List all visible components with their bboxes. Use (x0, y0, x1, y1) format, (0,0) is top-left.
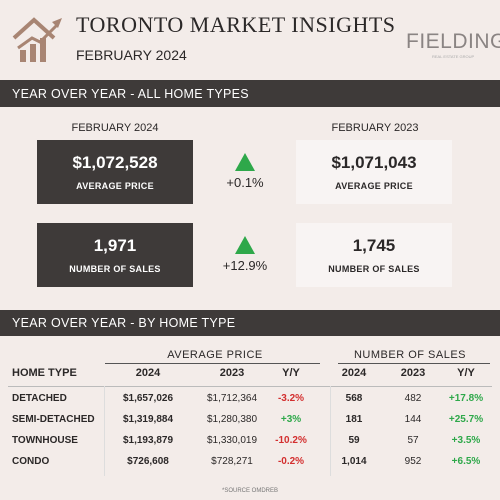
column-header: 2024 (135, 367, 161, 379)
group-header: AVERAGE PRICE (167, 349, 263, 361)
title: TORONTO MARKET INSIGHTS (76, 12, 396, 37)
rule (105, 363, 320, 364)
metric-label: NUMBER OF SALES (69, 264, 161, 274)
table-cell: $728,271 (211, 456, 253, 467)
current-box: $1,072,528 AVERAGE PRICE (37, 140, 193, 204)
metric-value: $1,071,043 (331, 153, 417, 172)
table-cell: $726,608 (127, 456, 169, 467)
change: +12.9% (222, 258, 268, 273)
rule (330, 386, 331, 476)
table-cell: +25.7% (448, 414, 484, 425)
period-label: FEBRUARY 2023 (331, 122, 419, 134)
up-arrow (235, 236, 255, 254)
metric-label: AVERAGE PRICE (335, 181, 413, 191)
metric-value: 1,745 (352, 236, 396, 255)
table-cell: 482 (404, 393, 422, 404)
column-header: 2024 (341, 367, 367, 379)
table-cell: $1,319,884 (122, 414, 174, 425)
rule (104, 386, 105, 476)
source-note: *SOURCE OMDREB (221, 488, 279, 494)
change: +0.1% (226, 175, 264, 190)
table-cell: -0.2% (277, 456, 305, 467)
section-heading: YEAR OVER YEAR - BY HOME TYPE (0, 310, 500, 336)
table-cell: +17.8% (448, 393, 484, 404)
table-cell: +3% (280, 414, 302, 425)
previous-box: 1,745 NUMBER OF SALES (296, 223, 452, 287)
table-cell: 57 (407, 435, 419, 446)
column-header: 2023 (219, 367, 245, 379)
column-header: HOME TYPE (12, 367, 77, 379)
table-cell: $1,712,364 (206, 393, 258, 404)
brand-tagline: REAL ESTATE GROUP (432, 54, 475, 59)
metric-label: AVERAGE PRICE (76, 181, 154, 191)
table-cell: 568 (345, 393, 363, 404)
column-header: Y/Y (282, 367, 300, 379)
column-header: Y/Y (457, 367, 475, 379)
table-cell: 144 (404, 414, 422, 425)
column-header: 2023 (400, 367, 426, 379)
table-cell: 59 (348, 435, 360, 446)
table-cell: 181 (345, 414, 363, 425)
table-cell: -10.2% (275, 435, 307, 446)
period-label: FEBRUARY 2024 (71, 122, 159, 134)
table-cell: +3.5% (451, 435, 481, 446)
current-box: 1,971 NUMBER OF SALES (37, 223, 193, 287)
brand-logo: FIELDING (406, 30, 500, 53)
logo-icon (12, 17, 62, 62)
row-label: SEMI-DETACHED (12, 414, 95, 425)
subtitle: FEBRUARY 2024 (76, 47, 187, 63)
table-cell: $1,280,380 (206, 414, 258, 425)
row-label: DETACHED (12, 393, 67, 404)
row-label: CONDO (12, 456, 50, 467)
table-cell: -3.2% (277, 393, 305, 404)
metric-value: $1,072,528 (72, 153, 158, 172)
up-arrow (235, 153, 255, 171)
group-header: NUMBER OF SALES (353, 349, 467, 361)
rule (338, 363, 490, 364)
table-cell: +6.5% (451, 456, 481, 467)
previous-box: $1,071,043 AVERAGE PRICE (296, 140, 452, 204)
table-cell: $1,657,026 (122, 393, 174, 404)
section-heading: YEAR OVER YEAR - ALL HOME TYPES (0, 80, 500, 107)
metric-value: 1,971 (93, 236, 137, 255)
table-cell: 1,014 (341, 456, 367, 467)
metric-label: NUMBER OF SALES (328, 264, 420, 274)
table-cell: $1,193,879 (122, 435, 174, 446)
row-label: TOWNHOUSE (12, 435, 78, 446)
table-cell: $1,330,019 (206, 435, 258, 446)
rule (8, 386, 492, 387)
table-cell: 952 (404, 456, 422, 467)
